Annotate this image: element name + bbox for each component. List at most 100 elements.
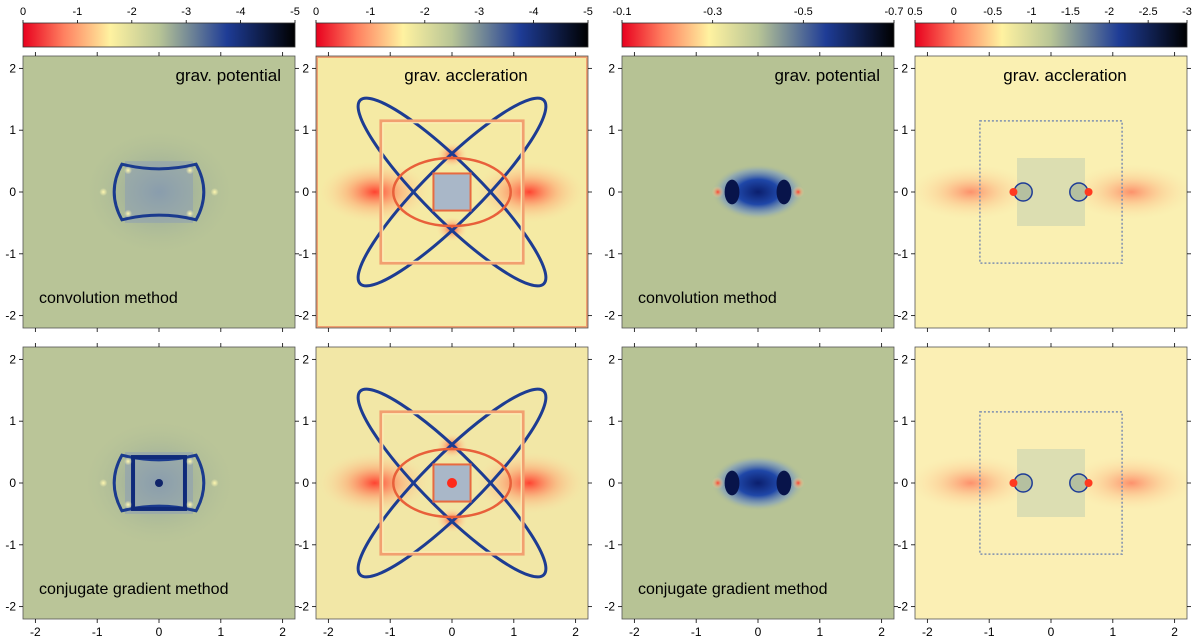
y-tick-label: 2 (9, 352, 16, 366)
y-tick-label: -1 (604, 247, 615, 261)
x-tick-label: -2 (30, 625, 41, 639)
y-tick-label: 0 (9, 476, 16, 490)
panel-field (84, 421, 234, 545)
y-tick-label: 2 (302, 61, 309, 75)
colorbar-1: 0 -1 -2 -3 -4 -5 (20, 6, 300, 48)
panel-8: 2 1 0 -1 -2 -2 -1 0 1 2 (897, 343, 1191, 639)
x-tick-label: -2 (922, 625, 933, 639)
panel-title: grav. potential (175, 66, 281, 85)
panel-field (316, 56, 588, 328)
colorbar-tick-label: -4 (529, 6, 539, 18)
x-tick-label: 2 (572, 625, 579, 639)
y-tick-label: -2 (298, 309, 309, 323)
y-tick-label: -2 (604, 309, 615, 323)
panel-7: 2 1 0 -1 -2 -2 -1 0 1 2 conjugate gradient method (604, 343, 898, 639)
x-tick-label: 2 (878, 625, 885, 639)
x-tick-label: 0 (755, 625, 762, 639)
y-tick-label: -2 (5, 309, 16, 323)
y-tick-label: -2 (897, 600, 908, 614)
colorbar-tick-label: -0.5 (794, 6, 813, 18)
colorbar-gradient (22, 22, 296, 48)
y-tick-label: -1 (604, 538, 615, 552)
colorbar-tick-label: -0.7 (885, 6, 904, 18)
y-tick-label: 2 (901, 352, 908, 366)
x-tick-label: 0 (156, 625, 163, 639)
y-tick-label: 2 (302, 352, 309, 366)
y-tick-label: 2 (9, 61, 16, 75)
panel-title: grav. potential (774, 66, 880, 85)
panel-field (711, 455, 805, 511)
y-tick-label: -1 (298, 247, 309, 261)
y-tick-label: -1 (897, 247, 908, 261)
colorbar-tick-label: -2 (1104, 6, 1114, 18)
colorbar-tick-label: -5 (583, 6, 593, 18)
colorbar-tick-label: -0.5 (983, 6, 1002, 18)
y-tick-label: -2 (298, 600, 309, 614)
panels: 2 1 0 -1 -2 grav. potential convolution method… (5, 52, 1191, 639)
panel-4: 2 1 0 -1 -2 grav. accleration (897, 52, 1191, 332)
y-tick-label: -1 (298, 538, 309, 552)
colorbar-tick-label: -1 (73, 6, 83, 18)
colorbar-tick-label: 0 (20, 6, 26, 18)
panel-2: 2 1 0 -1 -2 grav. accleration (298, 52, 592, 332)
colorbar-tick-label: -2 (127, 6, 137, 18)
colorbar-tick-label: 0 (951, 6, 957, 18)
y-tick-label: 0 (9, 185, 16, 199)
colorbar-tick-label: -3 (1182, 6, 1192, 18)
x-tick-label: -2 (323, 625, 334, 639)
y-tick-label: -2 (604, 600, 615, 614)
y-tick-label: 1 (302, 123, 309, 137)
colorbar-tick-label: -4 (236, 6, 246, 18)
colorbar-tick-label: 0 (313, 6, 319, 18)
x-tick-label: -1 (984, 625, 995, 639)
y-tick-label: -2 (5, 600, 16, 614)
x-tick-label: 0 (1048, 625, 1055, 639)
colorbar-tick-label: -2.5 (1139, 6, 1158, 18)
colorbar-gradient (315, 22, 589, 48)
x-tick-label: -2 (629, 625, 640, 639)
method-label: conjugate gradient method (39, 581, 228, 598)
x-tick-label: -1 (92, 625, 103, 639)
colorbar-tick-label: -3 (181, 6, 191, 18)
y-tick-label: 1 (9, 123, 16, 137)
colorbar-3: -0.1 -0.3 -0.5 -0.7 (613, 6, 904, 48)
y-tick-label: 2 (901, 61, 908, 75)
colorbar-4: 0.5 0 -0.5 -1 -1.5 -2 -2.5 -3 (907, 6, 1192, 48)
colorbar-tick-label: -2 (420, 6, 430, 18)
y-tick-label: -2 (897, 309, 908, 323)
x-tick-label: -1 (385, 625, 396, 639)
colorbar-tick-label: -3 (474, 6, 484, 18)
y-tick-label: 1 (302, 414, 309, 428)
y-tick-label: 0 (302, 185, 309, 199)
colorbars: 0 -1 -2 -3 -4 -5 0 -1 -2 -3 -4 -5 -0.1 -0.3 -0.5 -0.7 0.… (20, 6, 1192, 48)
colorbar-gradient (621, 22, 895, 48)
colorbar-gradient (914, 22, 1188, 48)
panel-field (319, 387, 585, 579)
y-tick-label: -1 (5, 247, 16, 261)
panel-title: grav. accleration (1003, 66, 1126, 85)
panel-3: 2 1 0 -1 -2 grav. potential convolution method (604, 52, 898, 332)
y-tick-label: 0 (901, 476, 908, 490)
y-tick-label: 0 (302, 476, 309, 490)
colorbar-2: 0 -1 -2 -3 -4 -5 (313, 6, 593, 48)
panel-field (915, 120, 1187, 264)
y-tick-label: 0 (608, 185, 615, 199)
x-tick-label: 1 (816, 625, 823, 639)
colorbar-tick-label: -1.5 (1061, 6, 1080, 18)
y-tick-label: -1 (5, 538, 16, 552)
panel-6: 2 1 0 -1 -2 -2 -1 0 1 2 (298, 343, 592, 639)
y-tick-label: 1 (608, 123, 615, 137)
x-tick-label: 2 (1171, 625, 1178, 639)
panel-title: grav. accleration (404, 66, 527, 85)
method-label: convolution method (638, 290, 777, 307)
method-label: conjugate gradient method (638, 581, 827, 598)
colorbar-tick-label: -1 (366, 6, 376, 18)
y-tick-label: 0 (901, 185, 908, 199)
y-tick-label: 2 (608, 352, 615, 366)
panel-field (711, 164, 805, 220)
y-tick-label: 1 (9, 414, 16, 428)
x-tick-label: 1 (510, 625, 517, 639)
colorbar-tick-label: -0.3 (703, 6, 722, 18)
y-tick-label: 1 (901, 123, 908, 137)
